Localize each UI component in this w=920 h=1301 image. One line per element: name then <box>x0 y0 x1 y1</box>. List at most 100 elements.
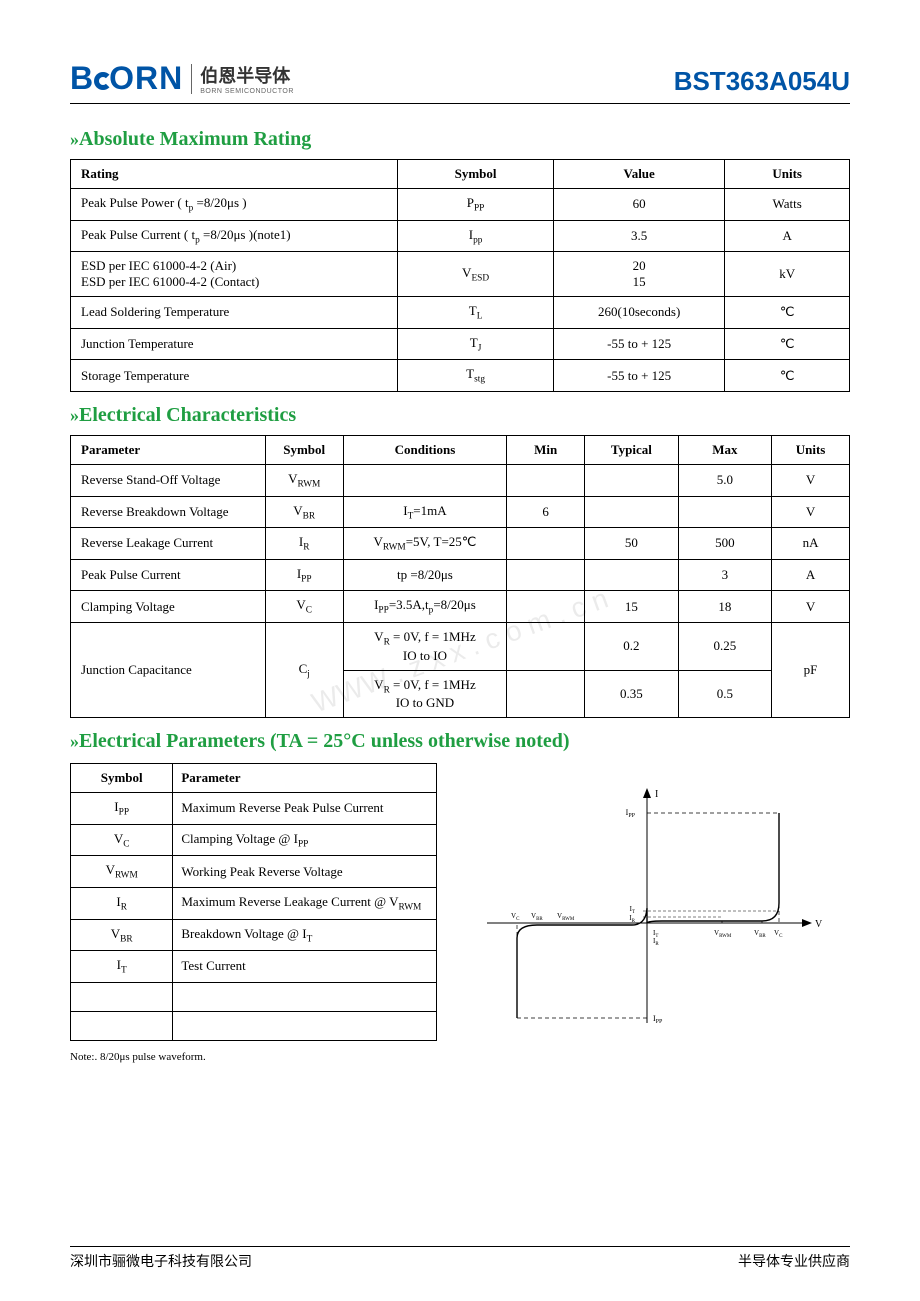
cell-units: V <box>772 496 850 528</box>
col-min: Min <box>507 435 585 464</box>
table-row: VCClamping Voltage @ IPP <box>71 824 437 856</box>
col-symbol: Symbol <box>398 160 554 189</box>
footer-right: 半导体专业供应商 <box>738 1251 850 1271</box>
cell-rating: Peak Pulse Current ( tp =8/20μs )(note1) <box>71 220 398 252</box>
cell-symbol <box>71 1011 173 1040</box>
cell-rating: Junction Temperature <box>71 328 398 360</box>
cell-min: 6 <box>507 496 585 528</box>
cell-symbol: IT <box>71 951 173 983</box>
cell-units: A <box>772 559 850 591</box>
cell-value: 60 <box>553 189 724 221</box>
cell-symbol: IPP <box>265 559 343 591</box>
cell-units: V <box>772 464 850 496</box>
cell-symbol: Cj <box>265 622 343 717</box>
cell-min <box>507 622 585 670</box>
cell-units: ℃ <box>725 360 850 392</box>
cell-param: Test Current <box>173 951 436 983</box>
col-units: Units <box>772 435 850 464</box>
iv-curve-svg: I V IPP IT IR VRWM VBR VC VC VBR <box>467 783 827 1033</box>
bottom-row: Symbol Parameter IPPMaximum Reverse Peak… <box>70 763 850 1063</box>
col-rating: Rating <box>71 160 398 189</box>
cell-symbol: IR <box>71 887 173 919</box>
section-title-ep: »Electrical Parameters (TA = 25°C unless… <box>70 730 850 753</box>
col-max: Max <box>678 435 771 464</box>
table-row: Peak Pulse CurrentIPPtp =8/20μs 3A <box>71 559 850 591</box>
table-row: Junction CapacitanceCjVR = 0V, f = 1MHzI… <box>71 622 850 670</box>
part-number: BST363A054U <box>674 66 850 97</box>
note-text: Note:. 8/20μs pulse waveform. <box>70 1051 437 1063</box>
table3-wrap: Symbol Parameter IPPMaximum Reverse Peak… <box>70 763 437 1063</box>
logo-cn-block: 伯恩半导体 BORN SEMICONDUCTOR <box>200 62 294 95</box>
page-footer: 深圳市骊微电子科技有限公司 半导体专业供应商 <box>70 1246 850 1271</box>
cell-cond: tp =8/20μs <box>343 559 507 591</box>
cell-cond: VR = 0V, f = 1MHzIO to IO <box>343 622 507 670</box>
cell-min <box>507 559 585 591</box>
col-symbol: Symbol <box>265 435 343 464</box>
cell-typ: 0.35 <box>585 670 678 718</box>
table-absolute-maximum-rating: Rating Symbol Value Units Peak Pulse Pow… <box>70 159 850 392</box>
cell-units: V <box>772 591 850 623</box>
svg-text:V: V <box>815 919 823 930</box>
cell-symbol <box>71 982 173 1011</box>
cell-max: 3 <box>678 559 771 591</box>
cell-param <box>173 1011 436 1040</box>
cell-symbol: VC <box>265 591 343 623</box>
table-row: Reverse Stand-Off VoltageVRWM5.0V <box>71 464 850 496</box>
cell-param: Clamping Voltage <box>71 591 266 623</box>
table-row: Reverse Breakdown VoltageVBRIT=1mA6V <box>71 496 850 528</box>
cell-symbol: VRWM <box>265 464 343 496</box>
cell-max: 18 <box>678 591 771 623</box>
table-row: ESD per IEC 61000-4-2 (Air)ESD per IEC 6… <box>71 252 850 297</box>
cell-cond: VR = 0V, f = 1MHzIO to GND <box>343 670 507 718</box>
cell-param: Peak Pulse Current <box>71 559 266 591</box>
cell-units: A <box>725 220 850 252</box>
iv-curve-graph: I V IPP IT IR VRWM VBR VC VC VBR <box>467 763 850 1038</box>
table-row <box>71 1011 437 1040</box>
cell-max <box>678 496 771 528</box>
cell-units: Watts <box>725 189 850 221</box>
cell-symbol: IR <box>265 528 343 560</box>
logo-separator <box>191 64 192 94</box>
cell-param: Junction Capacitance <box>71 622 266 717</box>
table-head: Symbol Parameter <box>71 764 437 793</box>
cell-param: Maximum Reverse Leakage Current @ VRWM <box>173 887 436 919</box>
svg-text:VBR: VBR <box>531 912 543 922</box>
svg-text:IPP: IPP <box>625 808 635 819</box>
col-parameter: Parameter <box>173 764 436 793</box>
cell-typ <box>585 496 678 528</box>
cell-min <box>507 464 585 496</box>
cell-param: Working Peak Reverse Voltage <box>173 856 436 888</box>
footer-left: 深圳市骊微电子科技有限公司 <box>70 1251 252 1271</box>
table-body: Reverse Stand-Off VoltageVRWM5.0VReverse… <box>71 464 850 717</box>
logo-born-text: BORN <box>70 60 183 97</box>
logo: BORN 伯恩半导体 BORN SEMICONDUCTOR <box>70 60 294 97</box>
cell-value: -55 to + 125 <box>553 328 724 360</box>
cell-max: 500 <box>678 528 771 560</box>
cell-cond: IPP=3.5A,tp=8/20μs <box>343 591 507 623</box>
cell-value: 2015 <box>553 252 724 297</box>
cell-max: 0.25 <box>678 622 771 670</box>
logo-en-sub: BORN SEMICONDUCTOR <box>200 88 294 95</box>
svg-text:VBR: VBR <box>754 929 766 939</box>
cell-typ: 15 <box>585 591 678 623</box>
table-row: Junction TemperatureTJ-55 to + 125℃ <box>71 328 850 360</box>
cell-value: -55 to + 125 <box>553 360 724 392</box>
cell-units: nA <box>772 528 850 560</box>
cell-min <box>507 670 585 718</box>
logo-c-icon <box>94 72 112 90</box>
cell-symbol: IPP <box>71 793 173 825</box>
table-row: VBRBreakdown Voltage @ IT <box>71 919 437 951</box>
table-row: ITTest Current <box>71 951 437 983</box>
cell-max: 0.5 <box>678 670 771 718</box>
page-header: BORN 伯恩半导体 BORN SEMICONDUCTOR BST363A054… <box>70 60 850 104</box>
cell-cond <box>343 464 507 496</box>
cell-value: 260(10seconds) <box>553 297 724 329</box>
cell-param: Reverse Breakdown Voltage <box>71 496 266 528</box>
cell-cond: IT=1mA <box>343 496 507 528</box>
cell-symbol: VBR <box>71 919 173 951</box>
cell-typ: 50 <box>585 528 678 560</box>
col-symbol: Symbol <box>71 764 173 793</box>
svg-text:VRWM: VRWM <box>557 912 575 922</box>
col-value: Value <box>553 160 724 189</box>
cell-typ <box>585 559 678 591</box>
